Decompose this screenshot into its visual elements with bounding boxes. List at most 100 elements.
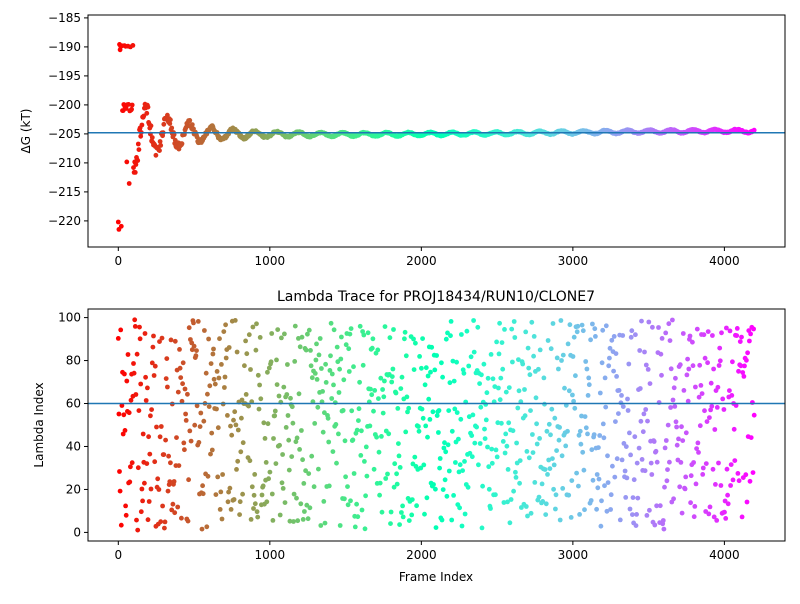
data-point bbox=[679, 424, 684, 430]
data-point bbox=[145, 385, 150, 391]
data-point bbox=[265, 369, 270, 375]
data-point bbox=[571, 398, 576, 404]
data-point bbox=[720, 396, 726, 402]
data-point bbox=[347, 331, 353, 337]
data-point bbox=[523, 504, 529, 509]
data-point bbox=[681, 388, 687, 393]
data-point bbox=[505, 499, 510, 505]
data-point bbox=[526, 365, 532, 371]
data-point bbox=[623, 495, 629, 500]
data-point bbox=[647, 381, 653, 386]
data-point bbox=[232, 318, 238, 323]
data-point bbox=[419, 365, 424, 371]
data-point bbox=[516, 357, 521, 362]
data-point bbox=[249, 484, 255, 490]
data-point bbox=[638, 418, 644, 424]
data-point bbox=[708, 407, 713, 413]
data-point bbox=[513, 475, 519, 480]
data-point bbox=[440, 374, 445, 380]
data-point bbox=[154, 424, 159, 430]
data-point bbox=[209, 447, 215, 453]
data-point bbox=[165, 384, 170, 390]
data-point bbox=[499, 420, 504, 426]
data-point bbox=[581, 467, 587, 473]
data-point bbox=[205, 391, 210, 397]
x-tick-label: 3000 bbox=[558, 254, 589, 268]
data-point bbox=[711, 514, 717, 520]
data-point bbox=[397, 465, 403, 470]
data-point bbox=[260, 483, 266, 489]
data-point bbox=[391, 484, 397, 490]
data-point bbox=[531, 353, 536, 359]
data-point bbox=[545, 472, 550, 477]
data-point bbox=[214, 369, 220, 374]
data-point bbox=[616, 411, 621, 416]
data-point bbox=[309, 453, 315, 459]
data-point bbox=[582, 414, 588, 419]
data-point bbox=[635, 495, 641, 501]
data-point bbox=[319, 366, 324, 371]
data-point bbox=[329, 396, 335, 401]
data-point bbox=[573, 373, 578, 379]
data-point bbox=[405, 409, 410, 415]
data-point bbox=[608, 492, 614, 498]
data-point bbox=[628, 452, 633, 458]
data-point bbox=[227, 485, 233, 491]
x-tick-label: 1000 bbox=[255, 548, 286, 562]
data-point bbox=[647, 507, 652, 513]
data-point bbox=[396, 441, 401, 446]
data-point bbox=[158, 424, 164, 429]
data-point bbox=[693, 481, 699, 487]
data-point bbox=[690, 363, 696, 369]
data-point bbox=[554, 448, 559, 453]
data-point bbox=[501, 500, 507, 505]
data-point bbox=[510, 428, 516, 434]
data-point bbox=[606, 363, 612, 369]
data-point bbox=[612, 474, 618, 480]
data-point bbox=[132, 324, 138, 329]
data-point bbox=[223, 322, 229, 328]
data-point bbox=[475, 324, 481, 330]
data-point bbox=[563, 443, 569, 449]
data-point bbox=[371, 408, 376, 414]
data-point bbox=[748, 435, 754, 440]
data-point bbox=[525, 345, 531, 351]
data-point bbox=[488, 352, 494, 357]
data-point bbox=[118, 522, 124, 528]
data-point bbox=[716, 363, 722, 368]
data-point bbox=[588, 498, 594, 503]
data-point bbox=[528, 408, 533, 413]
data-point bbox=[685, 356, 690, 362]
y-tick-label: −200 bbox=[48, 98, 81, 112]
x-tick-label: 4000 bbox=[709, 548, 740, 562]
data-point bbox=[400, 514, 406, 520]
data-point bbox=[559, 453, 565, 459]
data-point bbox=[493, 447, 499, 453]
data-point bbox=[508, 497, 514, 502]
data-point bbox=[277, 512, 283, 518]
data-point bbox=[305, 516, 311, 522]
data-point bbox=[380, 410, 386, 416]
data-point bbox=[126, 181, 132, 186]
data-point bbox=[218, 489, 224, 495]
data-point bbox=[411, 336, 416, 342]
data-point bbox=[532, 480, 538, 485]
data-point bbox=[636, 445, 642, 451]
lambda-axes-frame bbox=[87, 308, 786, 542]
data-point bbox=[378, 375, 384, 381]
data-point bbox=[240, 491, 246, 497]
data-point bbox=[673, 375, 678, 381]
data-point bbox=[422, 382, 428, 388]
data-point bbox=[651, 439, 657, 444]
data-point bbox=[747, 338, 752, 344]
data-point bbox=[522, 387, 527, 392]
data-point bbox=[135, 158, 141, 164]
data-point bbox=[175, 389, 181, 395]
data-point bbox=[654, 503, 659, 509]
data-point bbox=[152, 459, 158, 465]
data-point bbox=[157, 339, 162, 344]
data-point bbox=[634, 512, 639, 517]
data-point bbox=[138, 133, 144, 139]
data-point bbox=[568, 515, 574, 520]
data-point bbox=[379, 434, 384, 439]
